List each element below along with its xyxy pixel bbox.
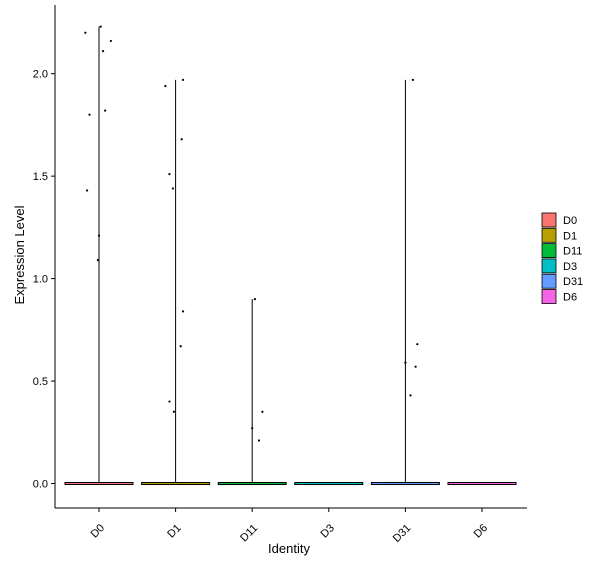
- legend-swatch: [541, 227, 557, 243]
- x-tick-label: D1: [165, 522, 183, 540]
- data-point: [101, 50, 105, 53]
- data-point: [179, 345, 182, 348]
- x-tick-label: D0: [89, 522, 107, 540]
- violin-body: [447, 482, 517, 485]
- data-point: [180, 138, 183, 141]
- data-point: [181, 310, 185, 313]
- violin-D11: [217, 297, 287, 485]
- data-point: [409, 394, 412, 397]
- data-point: [411, 78, 414, 81]
- x-tick-label: D11: [238, 522, 260, 544]
- y-tick-label: 2.0: [33, 69, 48, 81]
- legend-item: D31: [541, 273, 583, 289]
- data-point: [109, 39, 112, 43]
- x-tick-label: D6: [472, 522, 490, 540]
- x-tick-label: D31: [391, 522, 414, 545]
- violin-body: [141, 482, 211, 485]
- legend-item: D3: [541, 258, 577, 274]
- data-point: [104, 109, 107, 112]
- legend-label: D1: [563, 230, 577, 242]
- violin-D6: [447, 482, 517, 485]
- data-point: [414, 365, 417, 368]
- data-point: [97, 234, 101, 237]
- legend-item: D6: [541, 289, 577, 304]
- legend-label: D6: [563, 292, 577, 304]
- data-point: [96, 259, 100, 262]
- violin-D1: [141, 78, 211, 485]
- violin-body: [294, 482, 364, 485]
- legend-swatch: [541, 258, 557, 274]
- legend-item: D1: [541, 227, 577, 243]
- legend-swatch: [541, 273, 557, 289]
- data-point: [164, 84, 167, 88]
- data-point: [181, 78, 185, 81]
- legend-item: D11: [541, 243, 582, 259]
- data-point: [168, 400, 171, 403]
- violin-D0: [64, 25, 134, 485]
- legend-label: D11: [563, 246, 582, 258]
- violin-D3: [294, 482, 364, 485]
- violin-body: [370, 482, 440, 485]
- data-point: [251, 427, 254, 430]
- data-point: [172, 410, 175, 413]
- data-point: [257, 439, 261, 442]
- violin-body: [217, 482, 287, 485]
- y-axis-title: Expression Level: [12, 205, 27, 304]
- legend-label: D0: [563, 215, 577, 227]
- legend-label: D31: [563, 276, 583, 288]
- data-point: [168, 173, 171, 176]
- legend-swatch: [541, 212, 557, 228]
- x-axis-title: Identity: [268, 541, 310, 556]
- data-point: [171, 187, 174, 190]
- y-tick-label: 0.0: [33, 479, 48, 491]
- data-point: [261, 410, 264, 413]
- data-point: [416, 343, 419, 346]
- data-point: [88, 113, 91, 116]
- legend-swatch: [541, 289, 557, 304]
- y-tick-label: 1.5: [33, 171, 48, 183]
- legend-item: D0: [541, 212, 577, 228]
- legend: D0 D1 D11 D3 D31 D6: [541, 212, 583, 304]
- data-point: [86, 189, 89, 192]
- x-tick-label: D3: [318, 522, 336, 540]
- data-point: [253, 297, 257, 301]
- y-tick-label: 0.5: [33, 376, 48, 388]
- violin-D31: [370, 78, 440, 485]
- violin-body: [64, 482, 134, 485]
- legend-swatch: [541, 243, 557, 259]
- legend-label: D3: [563, 261, 577, 273]
- data-point: [404, 361, 407, 364]
- y-tick-label: 1.0: [33, 274, 48, 286]
- data-point: [99, 25, 102, 28]
- data-point: [84, 31, 87, 34]
